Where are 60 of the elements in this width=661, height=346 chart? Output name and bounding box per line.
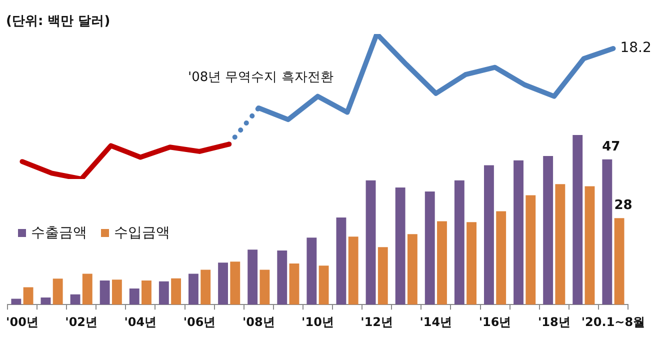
bar — [584, 186, 595, 305]
bar — [318, 266, 329, 305]
x-tick-label: '04년 — [124, 314, 157, 329]
bar — [230, 262, 240, 305]
bar — [248, 250, 258, 305]
bar — [306, 238, 317, 305]
x-tick-label: '18년 — [538, 314, 570, 329]
x-tick-label: '02년 — [65, 314, 98, 329]
bar — [454, 180, 464, 305]
legend-label: 수출금액 — [30, 224, 87, 242]
bar — [602, 159, 612, 305]
bar — [188, 274, 198, 305]
x-tick-label: '08년 — [242, 314, 275, 329]
x-tick-label: '00년 — [6, 314, 38, 329]
bar — [11, 298, 22, 305]
bar — [437, 221, 447, 305]
bar — [336, 217, 346, 305]
x-tick-label: '16년 — [478, 314, 512, 329]
bar — [395, 188, 406, 305]
bar — [23, 287, 34, 305]
bar — [378, 247, 388, 305]
data-label: 28 — [614, 198, 632, 213]
bar — [572, 135, 583, 305]
bar — [260, 270, 270, 305]
annotation: '08년 무역수지 흑자전환 — [188, 69, 334, 86]
bar — [112, 280, 122, 305]
bar — [514, 160, 524, 305]
x-tick-label: '14년 — [420, 314, 452, 329]
bar — [614, 218, 624, 305]
bar — [142, 280, 152, 305]
bar — [129, 288, 140, 305]
bar — [348, 236, 358, 305]
x-tick-label: '20.1~8월 — [581, 314, 646, 329]
bar — [526, 195, 536, 305]
bar — [171, 278, 182, 305]
bar — [289, 264, 300, 305]
bar — [407, 234, 418, 305]
bar — [366, 180, 376, 305]
bar — [82, 274, 92, 305]
x-tick-label: '06년 — [183, 314, 216, 329]
bar — [218, 262, 228, 305]
legend-label: 수입금액 — [113, 224, 170, 242]
bar — [100, 280, 110, 305]
bar — [543, 156, 554, 305]
bar — [484, 165, 494, 305]
data-label: 47 — [602, 139, 620, 154]
bar — [277, 250, 288, 305]
bar — [70, 294, 80, 305]
bar — [496, 211, 506, 305]
bar — [466, 222, 477, 305]
bar — [555, 184, 566, 305]
bar — [424, 192, 435, 305]
bar — [52, 278, 63, 305]
annotation: 18.2 — [620, 40, 652, 56]
bar — [200, 270, 211, 305]
bar — [40, 297, 51, 305]
bar — [158, 281, 169, 305]
x-tick-label: '12년 — [360, 314, 394, 329]
x-tick-label: '10년 — [302, 314, 334, 329]
chart-title: (단위: 백만 달러) — [6, 13, 110, 30]
